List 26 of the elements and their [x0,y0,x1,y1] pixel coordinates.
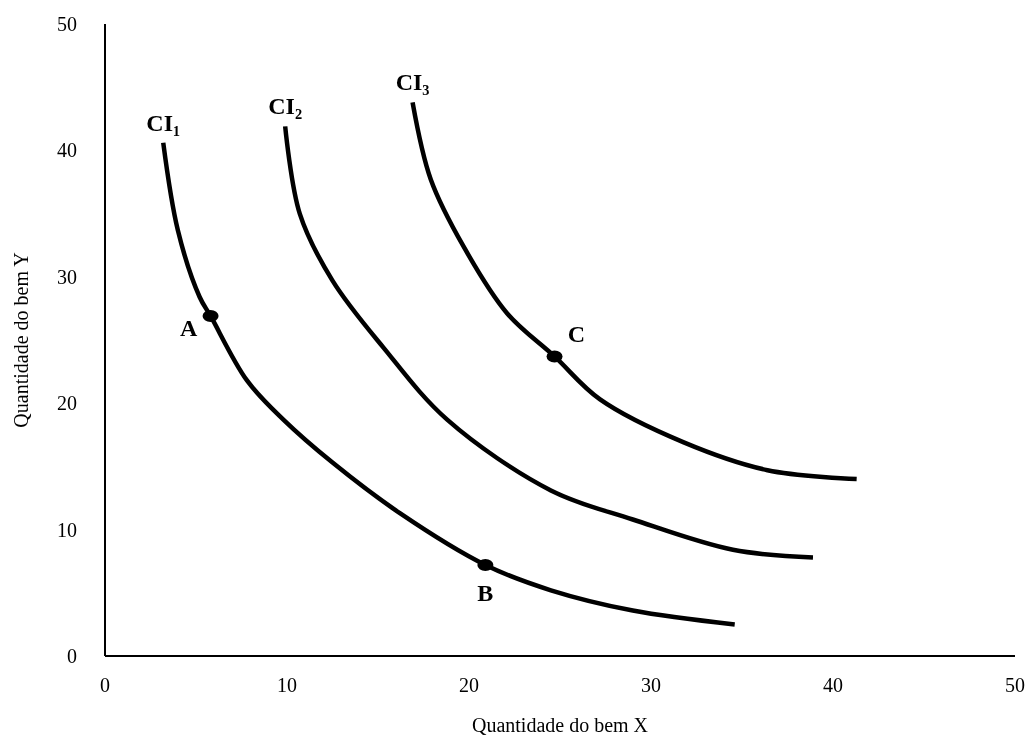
y-tick-label: 0 [67,645,77,667]
annotation: A [179,314,198,341]
series-label: CI₂ [268,93,303,120]
x-tick-label: 30 [641,674,661,696]
x-tick-label: 50 [1005,674,1025,696]
y-tick-label: 30 [57,265,77,288]
x-tick-label: 0 [100,674,110,696]
x-tick-label: 40 [823,674,843,696]
x-tick-label: 20 [459,674,479,696]
y-axis-title: Quantidade do bem Y [10,252,32,428]
x-tick-label: 10 [277,674,297,696]
line-series [410,100,859,482]
x-axis-title: Quantidade do bem X [471,714,649,736]
y-tick-label: 10 [57,518,77,541]
y-tick-label: 50 [57,13,77,35]
annotation: C [567,321,586,348]
y-tick-label: 20 [57,392,77,415]
annotation: B [477,579,494,606]
line-series [160,140,737,627]
point [202,309,219,322]
series-label: CI₃ [395,69,430,96]
y-tick-label: 40 [57,139,77,162]
line-series [282,124,816,560]
series-label: CI₁ [146,109,181,136]
point [546,350,563,363]
point [477,558,494,571]
